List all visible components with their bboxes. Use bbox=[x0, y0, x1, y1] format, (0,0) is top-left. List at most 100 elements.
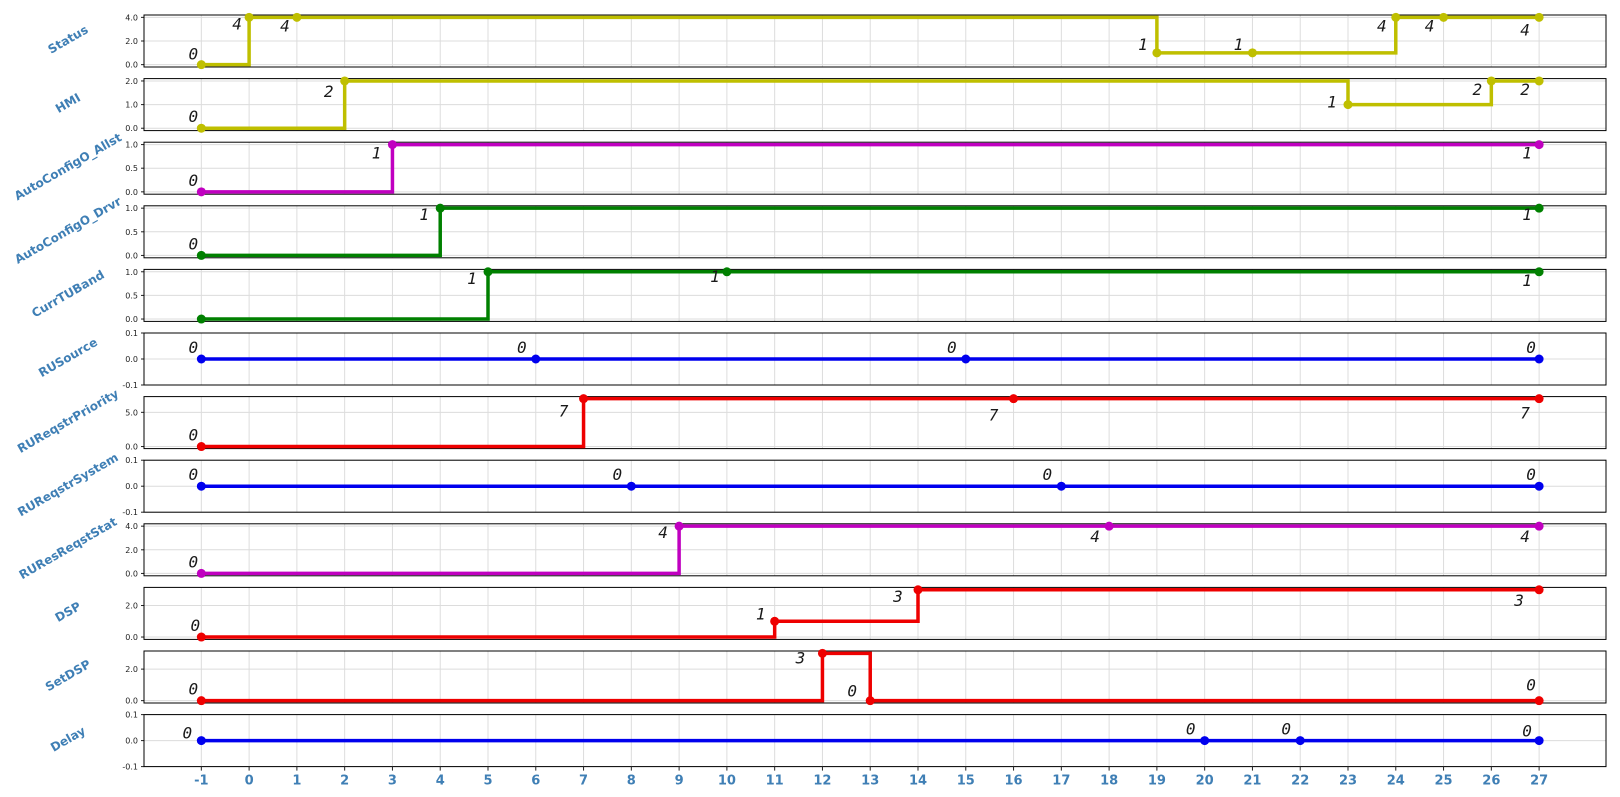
data-point bbox=[865, 696, 875, 706]
data-label: 0 bbox=[1526, 465, 1536, 484]
data-label: 2 bbox=[1520, 80, 1530, 99]
data-point bbox=[1343, 100, 1353, 110]
data-point bbox=[483, 267, 493, 277]
y-axis-label: DSP bbox=[53, 599, 84, 625]
y-axis-label: AutoConfigO_Drvr bbox=[12, 194, 124, 267]
data-point bbox=[196, 442, 206, 452]
x-tick-label: -1 bbox=[194, 774, 208, 789]
x-tick-label: 18 bbox=[1100, 774, 1118, 789]
y-tick-label: 0.0 bbox=[125, 482, 138, 491]
data-label: 4 bbox=[1520, 20, 1530, 39]
y-tick-label: 0.1 bbox=[125, 456, 138, 465]
series-line-autoconfigo-allst bbox=[201, 142, 1540, 194]
data-label: 0 bbox=[189, 45, 199, 64]
data-label: 7 bbox=[989, 406, 999, 425]
y-tick-label: 0.5 bbox=[125, 164, 138, 173]
data-point bbox=[722, 267, 732, 277]
x-tick-label: 25 bbox=[1435, 774, 1453, 789]
panel-frame bbox=[143, 14, 1607, 68]
data-point bbox=[626, 481, 636, 491]
data-point bbox=[196, 481, 206, 491]
data-point bbox=[1534, 12, 1544, 22]
y-tick-label: 0.5 bbox=[125, 228, 138, 237]
data-label: 1 bbox=[372, 144, 382, 163]
data-label: 4 bbox=[232, 14, 242, 33]
y-tick-label: 1.0 bbox=[125, 101, 138, 110]
y-axis-label: HMI bbox=[53, 90, 83, 115]
data-label: 0 bbox=[847, 682, 857, 701]
data-label: 0 bbox=[947, 338, 957, 357]
y-tick-label: 0.0 bbox=[125, 633, 138, 642]
y-axis-label: RUReqstrPriority bbox=[15, 386, 121, 455]
data-point bbox=[196, 632, 206, 642]
data-label: 0 bbox=[189, 171, 199, 190]
y-axis-label: RUReqstrSystem bbox=[15, 450, 121, 519]
y-tick-label: 1.0 bbox=[125, 141, 138, 150]
data-label: 0 bbox=[1043, 465, 1053, 484]
data-label: 3 bbox=[1513, 591, 1524, 610]
x-tick-label: 23 bbox=[1339, 774, 1357, 789]
panel-rureqstrsystem: -0.1 0.0 0.1 RUReqstrSystem 0 0 0 0 bbox=[15, 450, 1607, 519]
data-point bbox=[435, 203, 445, 213]
data-point bbox=[1534, 267, 1544, 277]
data-label: 0 bbox=[1186, 720, 1196, 739]
data-label: 4 bbox=[658, 523, 668, 542]
x-tick-label: 16 bbox=[1005, 774, 1023, 789]
y-tick-label: 0.0 bbox=[125, 251, 138, 260]
y-tick-label: 1.0 bbox=[125, 204, 138, 213]
y-tick-label: 2.0 bbox=[125, 665, 138, 674]
data-label: 1 bbox=[710, 267, 720, 286]
y-axis-label: CurrTUBand bbox=[29, 267, 107, 320]
panel-background bbox=[144, 587, 1606, 640]
panel-rusource: -0.1 0.0 0.1 RUSource 0 0 0 0 bbox=[36, 329, 1607, 390]
data-point bbox=[1200, 736, 1210, 746]
data-label: 4 bbox=[1377, 16, 1387, 35]
y-tick-label: 4.0 bbox=[125, 13, 138, 22]
data-point bbox=[196, 250, 206, 260]
y-tick-label: 0.0 bbox=[125, 124, 138, 133]
data-point bbox=[1391, 12, 1401, 22]
data-label: 0 bbox=[1522, 722, 1532, 741]
panel-background bbox=[144, 651, 1606, 703]
x-tick-label: 12 bbox=[813, 774, 831, 789]
panel-ruresreqststat: 0.0 2.0 4.0 RUResReqstStat 0 4 4 4 bbox=[17, 515, 1607, 582]
data-label: 7 bbox=[1520, 404, 1530, 423]
panel-frame bbox=[143, 78, 1607, 132]
x-tick-label: 20 bbox=[1196, 774, 1214, 789]
data-label: 4 bbox=[1425, 16, 1435, 35]
data-label: 1 bbox=[1522, 271, 1532, 290]
data-point bbox=[1534, 585, 1544, 595]
series-line-setdsp bbox=[201, 651, 1540, 703]
data-point bbox=[1104, 521, 1114, 531]
series-line-dsp bbox=[201, 588, 1540, 639]
x-tick-label: 24 bbox=[1387, 774, 1405, 789]
data-point bbox=[1439, 12, 1449, 22]
y-tick-label: 0.0 bbox=[125, 355, 138, 364]
y-tick-label: -0.1 bbox=[122, 508, 138, 517]
data-point bbox=[196, 354, 206, 364]
data-point bbox=[674, 521, 684, 531]
data-point bbox=[1009, 394, 1019, 404]
panel-frame bbox=[143, 268, 1607, 322]
y-tick-label: 0.0 bbox=[125, 188, 138, 197]
data-point bbox=[531, 354, 541, 364]
y-axis-label: SetDSP bbox=[43, 657, 93, 694]
data-label: 3 bbox=[795, 648, 806, 667]
data-point bbox=[196, 187, 206, 197]
data-label: 0 bbox=[189, 552, 199, 571]
data-point bbox=[1534, 696, 1544, 706]
data-label: 1 bbox=[467, 269, 477, 288]
panel-delay: -0.1 0.0 0.1 Delay 0 0 0 0 bbox=[48, 711, 1607, 772]
data-point bbox=[1534, 736, 1544, 746]
x-tick-label: 14 bbox=[909, 774, 927, 789]
x-tick-label: 10 bbox=[718, 774, 736, 789]
y-tick-label: 2.0 bbox=[125, 546, 138, 555]
x-tick-label: 22 bbox=[1291, 774, 1309, 789]
panel-frame bbox=[143, 205, 1607, 259]
y-tick-label: 0.0 bbox=[125, 697, 138, 706]
data-point bbox=[196, 314, 206, 324]
data-point bbox=[1534, 354, 1544, 364]
